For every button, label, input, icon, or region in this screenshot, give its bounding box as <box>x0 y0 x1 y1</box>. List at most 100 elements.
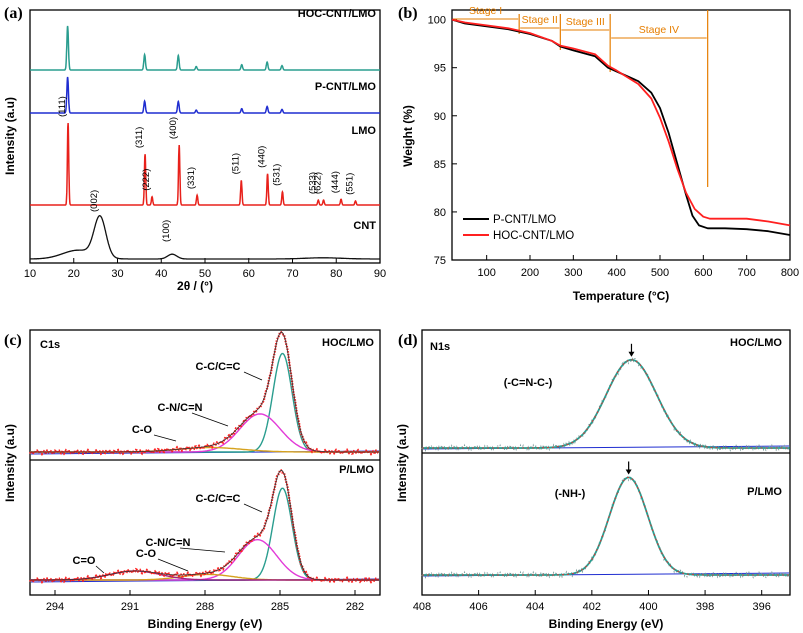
panel-d: (d) N1s HOC/LMO P/LMO (-C=N-C-) (-NH-) 4… <box>395 329 791 631</box>
panel-d-xticks: 408 406 404 402 400 398 396 <box>413 590 771 613</box>
panel-c-xlabel: Binding Energy (eV) <box>148 617 263 631</box>
component-leader-3 <box>243 503 263 513</box>
component-leader-5 <box>157 558 189 572</box>
xtick-label-a-2: 30 <box>111 268 123 280</box>
peak-label-5: (511) <box>230 153 241 174</box>
xtick-label-a-8: 90 <box>374 268 386 280</box>
series-label-lmo: LMO <box>352 125 377 137</box>
xtick-label-d-5: 398 <box>696 601 714 613</box>
peak-label-11: (551) <box>345 173 356 195</box>
xps-n-fit-0 <box>422 358 790 449</box>
peak-label-10: (444) <box>330 171 341 193</box>
panel-b-xlabel: Temperature (°C) <box>573 289 670 303</box>
xtick-label-c-4: 282 <box>346 601 364 613</box>
peak-label-3: (400) <box>168 117 179 139</box>
series-label-p-cnt-lmo: P-CNT/LMO <box>315 81 377 93</box>
panel-b-series <box>451 18 791 236</box>
ytick-label-b-5: 100 <box>428 15 446 27</box>
xtick-label-b-2: 300 <box>564 267 582 279</box>
tga-line-p-cnt/lmo <box>451 18 791 236</box>
xps-c-envelope-1 <box>30 469 379 581</box>
panel-a: (a) 10 20 30 40 50 60 70 80 90 (111) (311) (222) (4… <box>3 5 386 293</box>
xtick-label-d-6: 396 <box>753 601 771 613</box>
xtick-label-a-3: 40 <box>155 268 167 280</box>
xrd-line-cnt <box>30 215 380 260</box>
peak-arrowhead-0 <box>628 351 635 357</box>
stage-label-1: Stage II <box>522 14 558 26</box>
peak-label-1: (311) <box>134 127 145 148</box>
xps-n-envelope-0 <box>422 359 790 449</box>
xtick-label-a-6: 70 <box>286 268 298 280</box>
legend-label-p-cnt-lmo: P-CNT/LMO <box>493 214 556 226</box>
xtick-label-b-7: 800 <box>781 267 799 279</box>
xtick-label-a-7: 80 <box>330 268 342 280</box>
xps-n-envelope-1 <box>422 477 790 576</box>
component-label-5: C-O <box>136 548 157 560</box>
component-leader-1 <box>191 412 229 427</box>
component-leader-6 <box>95 565 105 574</box>
xps-n-data-0 <box>421 357 791 453</box>
panel-b-ticks: 100 200 300 400 500 600 700 800 75 80 85 90 95 100 <box>428 15 800 279</box>
peak-label-12: (002) <box>89 190 100 212</box>
xtick-label-a-5: 60 <box>243 268 255 280</box>
panel-c-component-labels: C-C/C=CC-N/C=NC-OC-C/C=CC-N/C=NC-OC=O <box>73 361 263 574</box>
peak-label-4: (331) <box>186 167 197 189</box>
xtick-label-c-2: 288 <box>196 601 214 613</box>
xtick-label-d-3: 402 <box>583 601 601 613</box>
peak-label-6: (440) <box>257 146 268 168</box>
panel-b-ylabel: Weight (%) <box>401 105 415 167</box>
component-leader-4 <box>179 547 226 553</box>
panel-b-frame <box>451 9 791 261</box>
xtick-label-a-4: 50 <box>199 268 211 280</box>
component-label-1: C-N/C=N <box>158 402 203 414</box>
xrd-line-hoc-cnt/lmo <box>30 25 380 71</box>
panel-c-label: (c) <box>4 332 22 349</box>
stage-label-0: Stage I <box>469 5 502 17</box>
series-label-hoc-cnt-lmo: HOC-CNT/LMO <box>298 8 377 20</box>
component-label-2: C-O <box>132 424 153 436</box>
tga-line-hoc-cnt/lmo <box>451 18 791 227</box>
component-label-4: C-N/C=N <box>146 537 191 549</box>
component-label-6: C=O <box>73 555 96 567</box>
xtick-label-d-0: 408 <box>413 601 431 613</box>
xtick-label-b-3: 400 <box>607 267 625 279</box>
xtick-label-b-1: 200 <box>521 267 539 279</box>
xtick-label-d-1: 406 <box>469 601 487 613</box>
xtick-label-d-2: 404 <box>526 601 544 613</box>
peak-label-8: (533) <box>307 172 318 194</box>
xtick-label-c-0: 294 <box>46 601 64 613</box>
panel-d-top-label: HOC/LMO <box>730 337 782 349</box>
panel-b-stages: Stage I Stage II Stage III Stage IV <box>453 5 709 187</box>
xtick-label-b-5: 600 <box>694 267 712 279</box>
xtick-label-a-1: 20 <box>68 268 80 280</box>
panel-c-top-label: HOC/LMO <box>322 337 374 349</box>
panel-d-xlabel: Binding Energy (eV) <box>549 617 664 631</box>
xtick-label-d-4: 400 <box>639 601 657 613</box>
component-label-0: C-C/C=C <box>196 361 241 373</box>
panel-a-peak-labels: (111) (311) (222) (400) (331) (511) (440)(531)… <box>57 96 355 242</box>
panel-a-xlabel: 2θ / (°) <box>177 279 213 293</box>
ytick-label-b-0: 75 <box>434 255 446 267</box>
panel-a-ylabel: Intensity (a.u) <box>3 97 17 175</box>
stage-label-3: Stage IV <box>639 24 679 36</box>
series-label-cnt: CNT <box>353 220 376 232</box>
xtick-label-b-4: 500 <box>651 267 669 279</box>
ytick-label-b-1: 80 <box>434 207 446 219</box>
panel-a-series <box>30 25 380 260</box>
xrd-line-p-cnt/lmo <box>30 76 380 114</box>
panel-d-title: N1s <box>430 341 450 353</box>
peak-label-2: (222) <box>141 169 152 191</box>
panel-c-xticks: 294 291 288 285 282 <box>46 590 364 613</box>
peak-arrowhead-1 <box>625 469 632 475</box>
panel-d-frame <box>421 329 791 596</box>
panel-a-xticks: 10 20 30 40 50 60 70 80 90 <box>24 258 386 280</box>
panel-d-top-group: (-C=N-C-) <box>504 377 553 389</box>
xtick-label-a-0: 10 <box>24 268 36 280</box>
panel-d-label: (d) <box>398 332 418 349</box>
xtick-label-c-3: 285 <box>271 601 289 613</box>
panel-c: (c) C1s HOC/LMO P/LMO 294 291 288 285 282 C-… <box>3 329 381 631</box>
component-label-3: C-C/C=C <box>196 493 241 505</box>
legend-label-hoc-cnt-lmo: HOC-CNT/LMO <box>493 230 574 242</box>
panel-d-bottom-label: P/LMO <box>747 486 782 498</box>
panel-b-label: (b) <box>398 5 418 22</box>
